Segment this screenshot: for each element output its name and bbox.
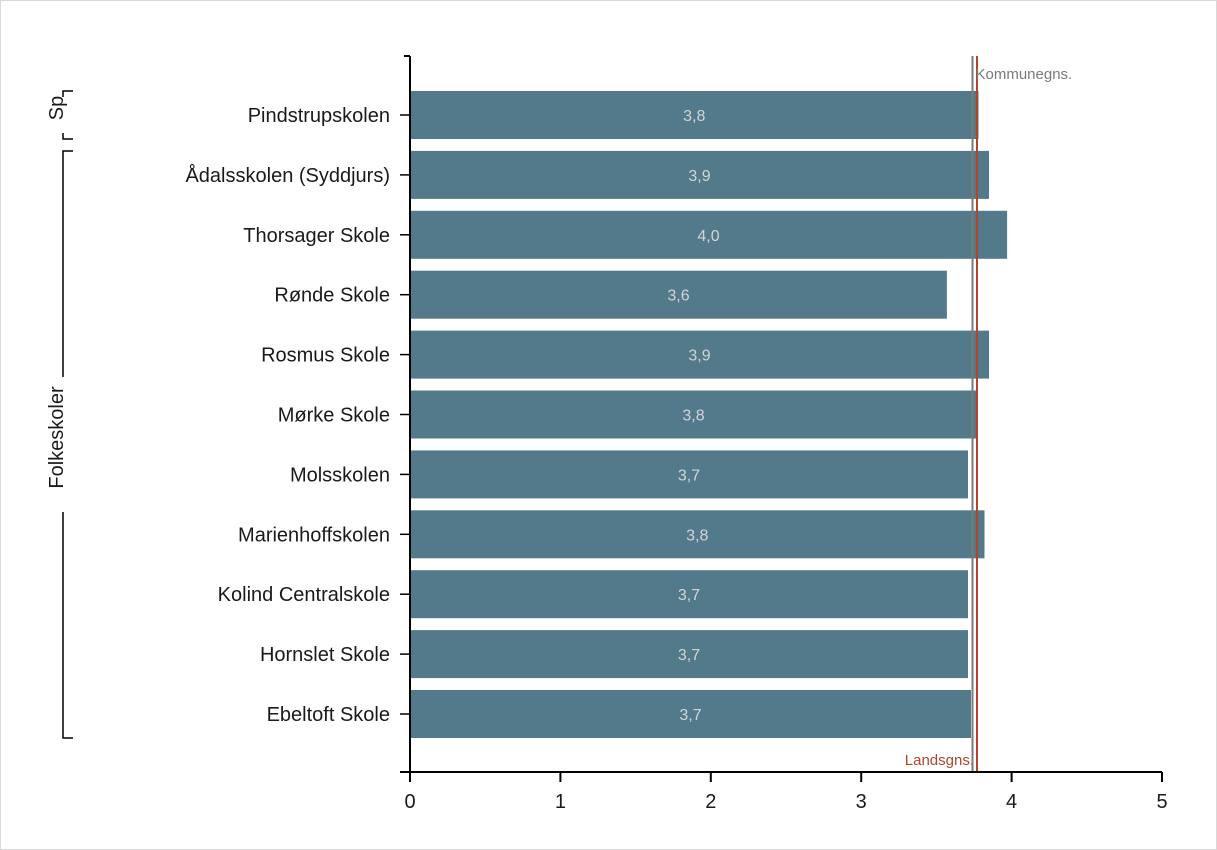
category-label: Hornslet Skole — [260, 644, 390, 666]
bar — [410, 630, 968, 679]
bar-value-label: 3,9 — [688, 168, 710, 185]
category-label: Molsskolen — [290, 464, 390, 486]
category-label: Kolind Centralskole — [218, 584, 390, 606]
bar — [410, 570, 968, 619]
group-brackets — [62, 90, 73, 739]
category-label: Pindstrupskolen — [248, 105, 390, 127]
reference-line-label: Kommunegns. — [976, 66, 1073, 83]
category-label: Marienhoffskolen — [238, 524, 390, 546]
bar-value-label: 3,7 — [678, 467, 700, 484]
category-label: Ådalsskolen (Syddjurs) — [185, 164, 390, 187]
group-bracket — [62, 512, 73, 739]
bar — [410, 150, 989, 199]
category-label: Mørke Skole — [278, 405, 390, 427]
bar — [410, 510, 985, 559]
category-label: Thorsager Skole — [243, 225, 390, 247]
bar-value-label: 3,9 — [688, 348, 710, 365]
bar-value-label: 3,8 — [686, 527, 708, 544]
x-tick-label: 3 — [856, 791, 867, 813]
bar — [410, 91, 979, 139]
bar-value-label: 3,7 — [678, 587, 700, 604]
group-label: Folkeskoler — [46, 386, 68, 489]
category-label: Ebeltoft Skole — [267, 704, 390, 726]
x-tick-label: 2 — [705, 791, 716, 813]
category-label: Rønde Skole — [274, 285, 390, 307]
x-tick-label: 0 — [404, 791, 415, 813]
bar — [410, 270, 947, 319]
bar — [410, 330, 989, 379]
reference-lines — [971, 56, 978, 772]
x-tick-label: 4 — [1006, 791, 1017, 813]
bar — [410, 390, 977, 439]
x-tick-label: 1 — [555, 791, 566, 813]
x-tick-label: 5 — [1156, 791, 1167, 813]
category-label: Rosmus Skole — [261, 345, 390, 367]
group-label: Sp — [46, 96, 68, 120]
bar-value-label: 3,8 — [683, 108, 705, 125]
labels: 3,8 Pindstrupskolen 3,9 Ådalsskolen (Syddju… — [46, 66, 1168, 813]
bar — [410, 210, 1008, 259]
bar — [410, 690, 971, 738]
bar-value-label: 3,8 — [682, 408, 704, 425]
axes — [400, 55, 1163, 782]
bar-value-label: 3,6 — [667, 288, 689, 305]
bars — [410, 91, 1008, 738]
bar — [410, 450, 968, 499]
bar-value-label: 4,0 — [697, 228, 719, 245]
bar-value-label: 3,7 — [679, 707, 701, 724]
group-bracket — [62, 90, 73, 97]
reference-line-label: Landsgns. — [905, 752, 974, 769]
group-bracket — [62, 133, 73, 140]
group-bracket — [62, 150, 73, 377]
bar-value-label: 3,7 — [678, 647, 700, 664]
